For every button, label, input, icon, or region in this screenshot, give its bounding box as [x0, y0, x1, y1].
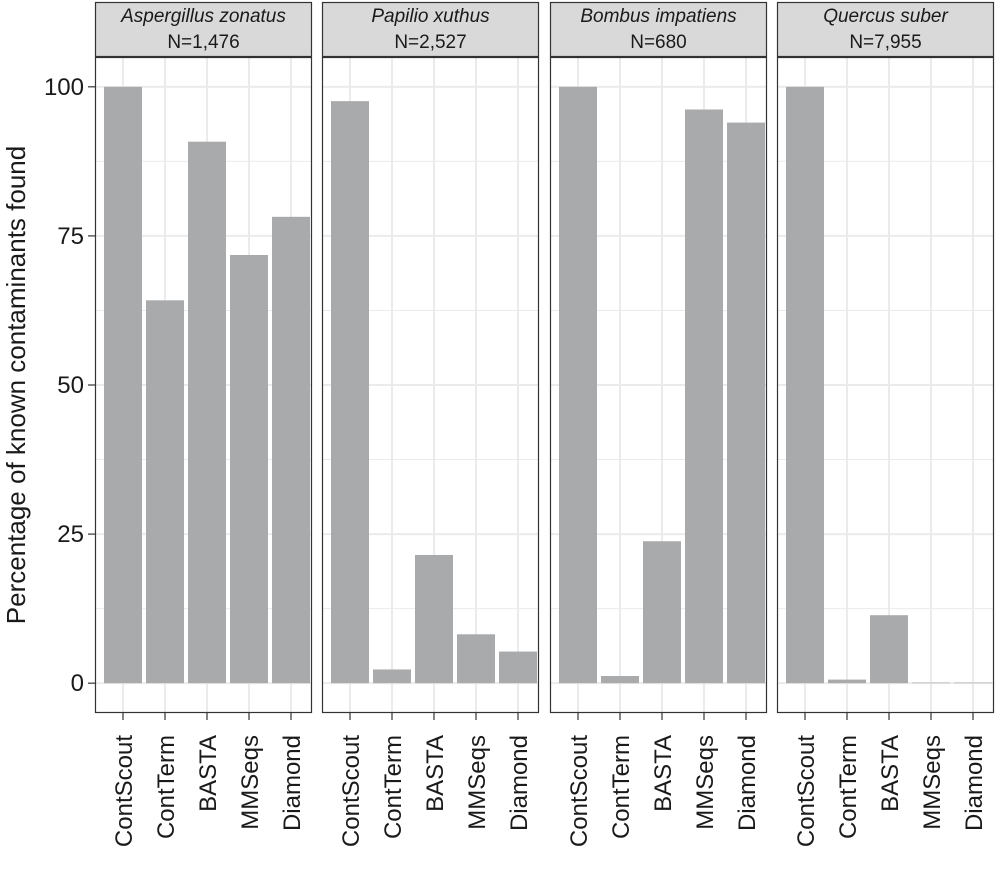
- x-tick-label: ContScout: [793, 735, 820, 847]
- y-axis-title: Percentage of known contaminants found: [1, 146, 31, 624]
- facet-n-label: N=7,955: [849, 32, 921, 53]
- bar-mmseqs: [912, 682, 950, 684]
- x-tick-label: Diamond: [506, 735, 533, 831]
- y-tick-label: 0: [71, 670, 84, 697]
- bar-contterm: [828, 679, 866, 684]
- bar-basta: [415, 554, 453, 684]
- facet-title: Bombus impatiens: [580, 6, 737, 27]
- bar-diamond: [499, 651, 537, 684]
- bar-mmseqs: [685, 109, 723, 684]
- x-tick-label: MMSeqs: [464, 735, 491, 830]
- bar-contterm: [601, 676, 639, 684]
- facet-title: Papilio xuthus: [371, 6, 490, 27]
- bar-basta: [188, 141, 226, 684]
- facet-n-label: N=2,527: [394, 32, 466, 53]
- facet-strip: [94, 1, 313, 58]
- y-tick-label: 100: [44, 74, 84, 101]
- bar-mmseqs: [230, 254, 268, 684]
- x-tick-label: ContTerm: [380, 735, 407, 839]
- x-tick-label: ContScout: [338, 735, 365, 847]
- x-tick-label: BASTA: [877, 735, 904, 812]
- facet-n-label: N=680: [630, 32, 687, 53]
- bar-contterm: [146, 300, 184, 684]
- panel-border: [549, 56, 768, 714]
- bar-contterm: [373, 669, 411, 684]
- bar-diamond: [272, 216, 310, 684]
- x-tick-label: BASTA: [195, 735, 222, 812]
- y-tick-label: 50: [57, 372, 84, 399]
- facet-title: Quercus suber: [823, 6, 948, 27]
- x-tick-label: Diamond: [279, 735, 306, 831]
- x-tick-label: BASTA: [422, 735, 449, 812]
- bar-contscout: [786, 86, 824, 684]
- bar-contscout: [104, 86, 142, 684]
- facet-n-label: N=1,476: [167, 32, 239, 53]
- x-tick-label: ContTerm: [608, 735, 635, 839]
- x-tick-label: MMSeqs: [237, 735, 264, 830]
- bar-mmseqs: [457, 634, 495, 684]
- facet-title: Aspergillus zonatus: [120, 6, 286, 27]
- x-tick-label: MMSeqs: [919, 735, 946, 830]
- panel-border: [776, 56, 995, 714]
- y-tick-label: 25: [57, 521, 84, 548]
- x-tick-label: ContTerm: [835, 735, 862, 839]
- x-tick-label: ContScout: [111, 735, 138, 847]
- bar-diamond: [727, 122, 765, 684]
- bar-basta: [870, 615, 908, 684]
- x-tick-label: MMSeqs: [692, 735, 719, 830]
- facet-strip: [321, 1, 540, 58]
- x-tick-label: Diamond: [734, 735, 761, 831]
- bar-basta: [643, 541, 681, 684]
- x-tick-label: Diamond: [961, 735, 988, 831]
- panel-border: [321, 56, 540, 714]
- bar-contscout: [331, 101, 369, 684]
- x-tick-label: ContTerm: [153, 735, 180, 839]
- facet-strip: [776, 1, 995, 58]
- x-tick-label: BASTA: [650, 735, 677, 812]
- facet-strip: [549, 1, 768, 58]
- panel-border: [94, 56, 313, 714]
- bar-contscout: [559, 86, 597, 684]
- y-tick-label: 75: [57, 223, 84, 250]
- x-tick-label: ContScout: [566, 735, 593, 847]
- bar-diamond: [954, 682, 992, 684]
